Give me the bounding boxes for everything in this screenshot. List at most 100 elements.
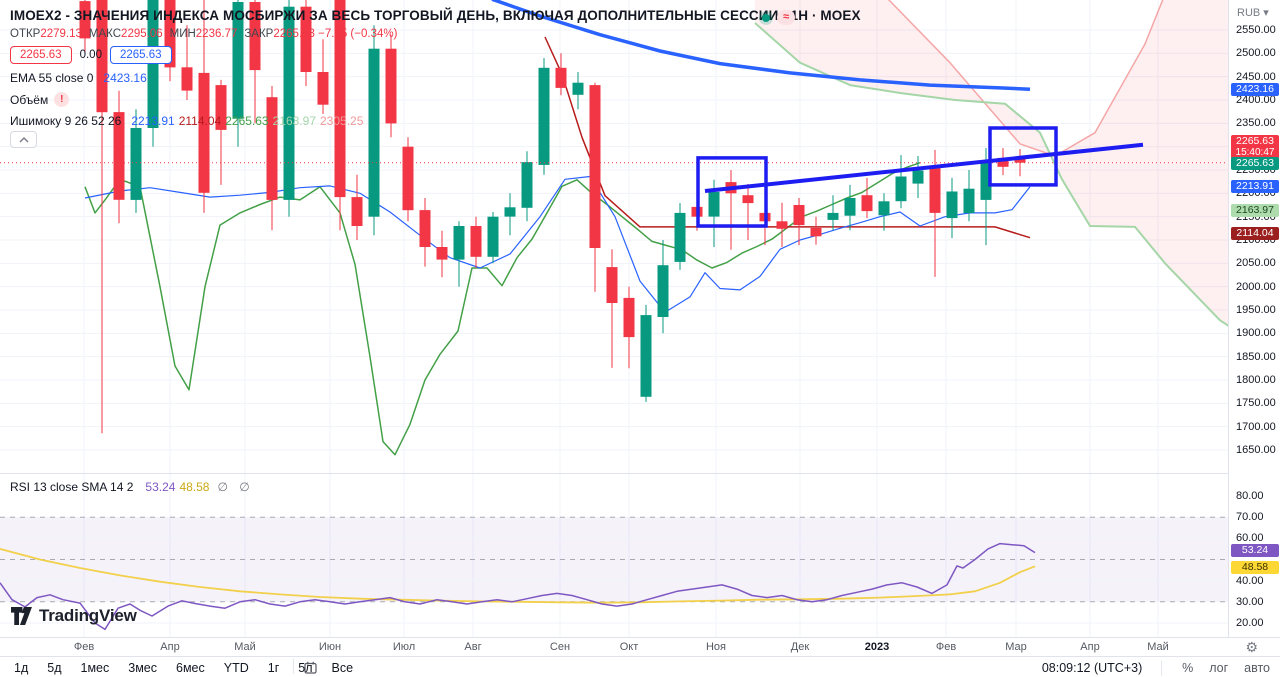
axis-badge: 2213.91 [1231, 180, 1279, 194]
time-axis-label: Июл [392, 641, 416, 653]
ichimoku-value: 2114.04 [178, 114, 222, 128]
toolbar-divider: │ [1158, 661, 1167, 675]
range-button-все[interactable]: Все [331, 661, 354, 675]
scale-mode-лог[interactable]: лог [1209, 661, 1229, 675]
time-axis-label: Сен [549, 641, 571, 653]
ohlc-label: МИН [169, 28, 196, 40]
ohlc-label: ОТКР [10, 28, 41, 40]
range-button-1мес[interactable]: 1мес [80, 661, 110, 675]
axis-badge: 48.58 [1231, 561, 1279, 574]
indicator-ichimoku[interactable]: Ишимоку 9 26 52 26 2213.91 2114.04 2265.63… [10, 114, 861, 128]
bid-price-box: 2265.63 [109, 46, 172, 64]
time-axis-label: 2023 [864, 641, 890, 653]
rsi-value: 53.24 [145, 480, 176, 494]
rsi-tick: 30.00 [1236, 595, 1264, 608]
price-tick: 2050.00 [1236, 257, 1276, 270]
market-status-icon[interactable] [762, 13, 770, 22]
ichimoku-value: 2305.25 [320, 114, 364, 128]
time-axis-label: Фев [935, 641, 957, 653]
toolbar-divider: │ [290, 659, 298, 673]
rsi-legend[interactable]: RSI 13 close SMA 14 2 53.24 48.58 ∅ ∅ [10, 480, 254, 494]
toolbar-right: 08:09:12 (UTC+3) │ % лог авто [1042, 661, 1270, 675]
time-axis-label: Май [1147, 641, 1169, 653]
price-tick: 1700.00 [1236, 420, 1276, 433]
axis-badge: 2265.63 [1231, 157, 1279, 171]
rsi-tick: 20.00 [1236, 617, 1264, 629]
change-value: −7.75 (−0.34%) [318, 28, 398, 40]
ohlc-row: ОТКР2279.13 МАКС2295.06 МИН2236.77 ЗАКР2265… [10, 28, 861, 40]
range-button-1г[interactable]: 1г [267, 661, 280, 675]
rsi-tick: 60.00 [1236, 532, 1264, 545]
axis-badge: 2423.16 [1231, 82, 1279, 96]
price-axis[interactable]: RUB ▾ 2550.00 2500.00 2450.00 2400.00 2350.0… [1228, 0, 1280, 637]
ichimoku-label: Ишимоку 9 26 52 26 [10, 114, 122, 128]
rsi-empty-values: ∅ ∅ [217, 480, 254, 494]
rsi-value: 48.58 [179, 480, 210, 494]
ohlc-label: ЗАКР [244, 28, 274, 40]
legend-collapse-button[interactable] [10, 131, 37, 148]
price-tick: 1950.00 [1236, 304, 1276, 316]
price-tick: 1900.00 [1236, 327, 1276, 340]
ichimoku-values: 2213.91 2114.04 2265.63 2163.97 2305.25 [127, 114, 363, 128]
time-axis-label: Мар [1005, 641, 1027, 653]
ichimoku-value: 2213.91 [131, 114, 175, 128]
price-tick: 2550.00 [1236, 24, 1276, 36]
volume-warning-icon[interactable]: ! [54, 92, 70, 107]
ema-value: 2423.16 [103, 71, 147, 85]
price-boxes: 2265.63 0.00 2265.63 [10, 46, 861, 64]
tradingview-logo[interactable]: TradingView [10, 606, 137, 626]
ema-label: EMA 55 close 0 [10, 71, 94, 85]
price-tick: 1650.00 [1236, 444, 1276, 456]
range-buttons: 1д 5д 1мес 3мес 6мес YTD 1г 5л Все [14, 661, 353, 675]
price-tick: 2450.00 [1236, 70, 1276, 83]
gear-icon[interactable]: ⚙ [1245, 639, 1258, 655]
ohlc-label: МАКС [88, 28, 122, 40]
range-button-5д[interactable]: 5д [47, 661, 62, 675]
rsi-pane [0, 516, 1228, 631]
price-tick: 1800.00 [1236, 374, 1276, 386]
approximate-data-icon[interactable]: ≈ [777, 10, 796, 25]
price-chart[interactable] [0, 0, 1228, 637]
time-axis-label: Апр [160, 641, 180, 653]
rsi-tick: 70.00 [1236, 511, 1264, 524]
rsi-label: RSI 13 close SMA 14 2 [10, 480, 134, 494]
axis-badge: 2114.04 [1231, 226, 1279, 240]
rsi-tick: 40.00 [1236, 574, 1264, 587]
time-axis-label: Июн [318, 641, 342, 653]
price-tick: 1850.00 [1236, 350, 1276, 363]
time-axis[interactable]: Фев Апр Май Июн Июл Авг Сен Окт Ноя Дек 2023 Фев Мар… [0, 637, 1280, 656]
range-button-ytd[interactable]: YTD [223, 661, 249, 675]
volume-label: Объём [10, 92, 49, 107]
scale-mode-percent[interactable]: % [1182, 661, 1194, 675]
time-axis-label: Май [234, 641, 256, 653]
currency-selector[interactable]: RUB ▾ [1237, 7, 1269, 19]
range-button-6мес[interactable]: 6мес [176, 661, 205, 675]
range-button-1д[interactable]: 1д [14, 661, 29, 675]
axis-badge: 53.24 [1231, 544, 1279, 558]
spread-value: 0.00 [79, 49, 102, 61]
ohlc-value: 2295.06 [121, 28, 163, 40]
bottom-toolbar: 1д 5д 1мес 3мес 6мес YTD 1г 5л Все │ 08:09:12 (U… [0, 656, 1280, 677]
chevron-up-icon [19, 136, 28, 142]
time-axis-label: Дек [790, 641, 810, 653]
price-tick: 2500.00 [1236, 47, 1276, 60]
calendar-icon[interactable] [304, 661, 317, 677]
indicator-volume[interactable]: Объём ! [10, 92, 861, 107]
drawing-rectangle [988, 126, 1058, 187]
ohlc-value: 2236.77 [195, 28, 238, 40]
indicator-ema[interactable]: EMA 55 close 0 2423.16 [10, 71, 861, 85]
ohlc-value: 2265.63 [273, 28, 315, 40]
price-tick: 2350.00 [1236, 117, 1276, 130]
time-axis-label: Авг [464, 641, 482, 653]
main-pane [0, 0, 1228, 456]
drawing-trendline [704, 142, 1144, 193]
price-tick: 1750.00 [1236, 397, 1276, 410]
scale-mode-авто[interactable]: авто [1244, 661, 1270, 675]
range-button-3мес[interactable]: 3мес [128, 661, 157, 675]
axis-badge: 2265.63 15:40:47 [1231, 135, 1279, 160]
tradingview-logo-icon [11, 606, 32, 626]
ichimoku-value: 2163.97 [272, 114, 316, 128]
symbol-title[interactable]: IMOEX2 - ЗНАЧЕНИЯ ИНДЕКСА МОСБИРЖИ ЗА ВЕ… [10, 8, 861, 23]
session-clock[interactable]: 08:09:12 (UTC+3) [1041, 661, 1143, 675]
